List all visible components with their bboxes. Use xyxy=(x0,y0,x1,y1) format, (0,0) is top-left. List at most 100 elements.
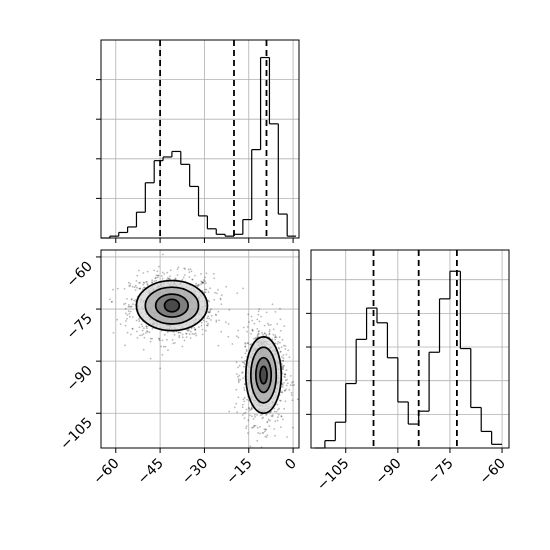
scatter-point-506 xyxy=(141,325,144,328)
scatter-point-468 xyxy=(194,274,196,277)
scatter-point-1080 xyxy=(181,336,184,339)
scatter-point-969 xyxy=(202,279,205,281)
scatter-point-1587 xyxy=(284,376,286,378)
scatter-point-1418 xyxy=(235,402,238,405)
scatter-point-113 xyxy=(210,308,212,310)
scatter-point-1942 xyxy=(284,373,287,376)
scatter-point-495 xyxy=(179,331,182,334)
scatter-point-2012 xyxy=(273,410,276,413)
scatter-point-928 xyxy=(215,319,218,322)
scatter-point-1356 xyxy=(239,378,242,381)
scatter-point-1625 xyxy=(285,384,288,387)
scatter-point-115 xyxy=(138,326,141,329)
scatter-point-400 xyxy=(151,327,154,330)
scatter-point-122 xyxy=(123,288,126,290)
scatter-point-712 xyxy=(216,292,218,295)
scatter-point-111 xyxy=(139,287,142,290)
scatter-point-1658 xyxy=(259,432,261,435)
scatter-point-1557 xyxy=(283,325,286,327)
scatter-point-184 xyxy=(149,337,152,340)
contour-1-3 xyxy=(244,335,283,415)
scatter-point-332 xyxy=(140,323,143,326)
scatter-point-674 xyxy=(169,275,171,278)
scatter-point-132 xyxy=(172,331,175,333)
scatter-point-285 xyxy=(163,345,165,348)
scatter-point-72 xyxy=(158,265,160,268)
scatter-point-167 xyxy=(201,281,204,284)
scatter-point-689 xyxy=(202,319,205,322)
scatter-point-384 xyxy=(204,280,206,283)
scatter-point-721 xyxy=(178,334,181,337)
scatter-point-2137 xyxy=(251,330,254,332)
scatter-point-2127 xyxy=(256,318,259,321)
density-fill-0-0 xyxy=(164,299,180,312)
scatter-point-981 xyxy=(109,298,111,301)
scatter-point-968 xyxy=(173,333,176,336)
scatter-point-308 xyxy=(176,268,179,270)
scatter-point-1602 xyxy=(243,365,246,368)
scatter-point-1129 xyxy=(260,315,262,318)
scatter-point-1889 xyxy=(254,424,257,427)
scatter-point-924 xyxy=(205,324,208,327)
scatter-point-1283 xyxy=(236,373,238,375)
scatter-point-1574 xyxy=(235,335,238,338)
scatter-point-393 xyxy=(195,284,198,287)
scatter-point-1392 xyxy=(271,338,274,341)
scatter-point-1371 xyxy=(237,396,240,399)
scatter-point-2031 xyxy=(275,410,278,413)
scatter-point-926 xyxy=(197,283,200,286)
scatter-point-1111 xyxy=(274,336,277,338)
scatter-point-1622 xyxy=(237,329,240,332)
scatter-point-189 xyxy=(149,340,152,343)
scatter-point-1497 xyxy=(238,374,241,377)
scatter-point-2070 xyxy=(245,350,248,353)
scatter-point-559 xyxy=(138,282,141,284)
scatter-point-786 xyxy=(209,287,212,290)
scatter-point-1389 xyxy=(266,421,269,424)
scatter-point-802 xyxy=(166,277,169,279)
histogram-y-tick-label-1: −90 xyxy=(372,456,404,488)
scatter-point-1362 xyxy=(284,373,286,376)
scatter-point-1222 xyxy=(286,382,289,385)
scatter-point-1503 xyxy=(292,380,294,383)
scatter-point-306 xyxy=(177,331,180,334)
scatter-point-2111 xyxy=(242,287,245,290)
scatter-point-1087 xyxy=(206,317,209,320)
scatter-point-1273 xyxy=(237,375,239,378)
scatter-point-2187 xyxy=(288,356,291,359)
scatter-point-196 xyxy=(227,335,230,338)
scatter-point-1872 xyxy=(257,313,260,316)
scatter-point-1297 xyxy=(250,407,253,410)
scatter-point-417 xyxy=(155,276,157,279)
scatter-point-1954 xyxy=(243,417,246,420)
scatter-point-1093 xyxy=(207,311,210,314)
scatter-point-379 xyxy=(189,330,192,333)
scatter-point-838 xyxy=(200,273,202,275)
scatter-point-943 xyxy=(131,285,134,288)
scatter-point-2043 xyxy=(241,414,244,416)
scatter-point-518 xyxy=(172,342,175,345)
scatter-point-1267 xyxy=(274,434,276,437)
scatter-point-1855 xyxy=(290,394,293,396)
scatter-point-536 xyxy=(153,269,156,272)
scatter-point-558 xyxy=(166,331,169,333)
scatter-point-38 xyxy=(146,281,148,283)
histogram-y-panel: −105 −90 −75 −60 xyxy=(306,249,510,494)
scatter-point-1636 xyxy=(228,410,231,413)
scatter-point-295 xyxy=(185,332,188,335)
scatter-point-204 xyxy=(133,286,136,289)
scatter-point-2086 xyxy=(258,332,260,335)
scatter-point-1556 xyxy=(237,381,240,384)
scatter-point-1021 xyxy=(207,323,209,325)
scatter-x-tick-label-0: −60 xyxy=(90,456,122,488)
scatter-point-1249 xyxy=(266,434,269,437)
scatter-point-1373 xyxy=(247,313,250,316)
scatter-point-319 xyxy=(142,333,145,335)
scatter-point-1963 xyxy=(282,357,285,360)
scatter-point-601 xyxy=(204,291,207,294)
scatter-point-1688 xyxy=(257,432,260,434)
scatter-point-923 xyxy=(181,345,184,348)
scatter-point-1100 xyxy=(253,425,256,428)
scatter-point-614 xyxy=(207,311,209,314)
scatter-frame xyxy=(100,249,300,449)
